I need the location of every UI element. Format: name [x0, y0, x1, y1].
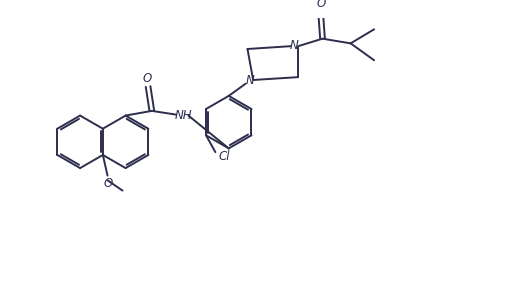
- Text: O: O: [317, 0, 326, 10]
- Text: NH: NH: [175, 109, 193, 122]
- Text: N: N: [290, 39, 299, 52]
- Text: N: N: [246, 74, 255, 87]
- Text: O: O: [142, 72, 152, 85]
- Text: O: O: [104, 177, 113, 190]
- Text: Cl: Cl: [218, 150, 229, 163]
